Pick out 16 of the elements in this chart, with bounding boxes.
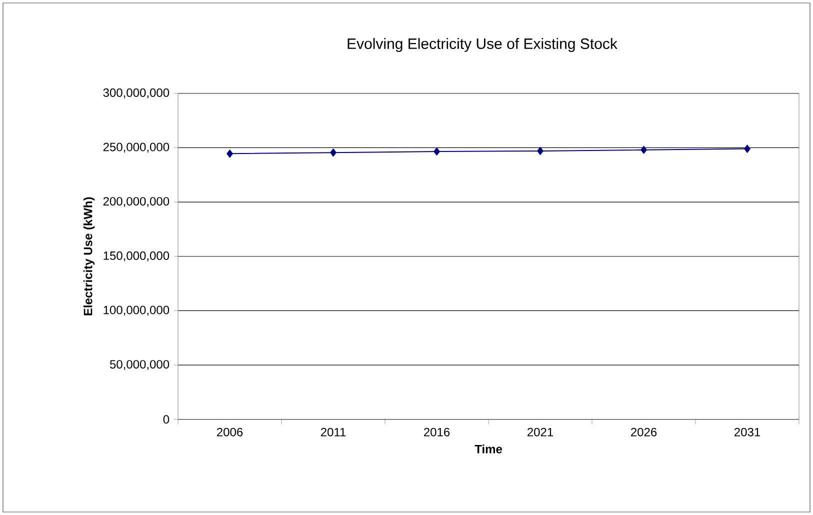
y-tick-label: 250,000,000 xyxy=(103,142,170,153)
y-tick-label: 100,000,000 xyxy=(104,306,170,316)
y-tick-label: 150,000,000 xyxy=(104,251,170,262)
x-tick-label: 2031 xyxy=(734,428,760,436)
x-tick-label: 2011 xyxy=(320,428,346,436)
x-axis-title: Time xyxy=(474,444,502,454)
x-tick-label: 2006 xyxy=(217,428,243,436)
chart-title: Evolving Electricity Use of Existing Stock xyxy=(348,38,618,52)
y-tick-label: 200,000,000 xyxy=(103,197,170,207)
x-tick-label: 2016 xyxy=(424,428,450,436)
y-tick-label: 300,000,000 xyxy=(103,88,170,98)
x-tick-label: 2026 xyxy=(631,428,657,436)
x-tick-label: 2021 xyxy=(528,428,554,436)
y-tick-label: 0 xyxy=(163,415,170,424)
y-axis-title: Electricity Use (kWh) xyxy=(83,197,95,316)
y-tick-label: 50,000,000 xyxy=(110,360,170,370)
